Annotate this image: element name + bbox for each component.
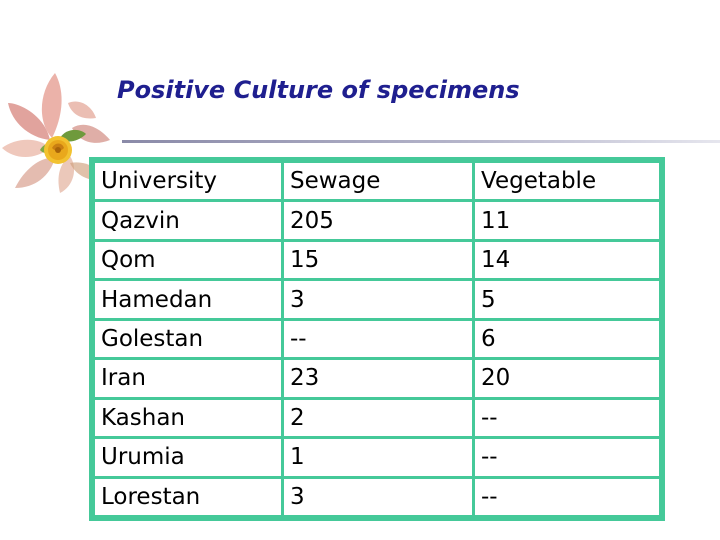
header-vegetable: Vegetable	[475, 163, 659, 200]
cell-university: Iran	[95, 360, 281, 397]
cell-vegetable: 6	[475, 320, 659, 358]
cell-university: Qazvin	[95, 202, 281, 239]
cell-sewage: 15	[284, 241, 472, 279]
cell-sewage: 3	[284, 281, 472, 318]
cell-vegetable: 11	[475, 202, 659, 239]
cell-sewage: --	[284, 320, 472, 358]
cell-university: Urumia	[95, 439, 281, 476]
cell-university: Hamedan	[95, 281, 281, 318]
rose-flower-icon	[2, 73, 110, 193]
cell-vegetable: --	[475, 478, 659, 515]
table-header-row: University Sewage Vegetable	[95, 163, 659, 200]
cell-sewage: 3	[284, 478, 472, 515]
header-sewage: Sewage	[284, 163, 472, 200]
cell-sewage: 2	[284, 399, 472, 437]
culture-table-grid: University Sewage Vegetable Qazvin 205 1…	[92, 160, 662, 518]
cell-university: Lorestan	[95, 478, 281, 515]
cell-vegetable: --	[475, 439, 659, 476]
table-row: Kashan 2 --	[95, 399, 659, 437]
cell-vegetable: --	[475, 399, 659, 437]
cell-university: Kashan	[95, 399, 281, 437]
cell-vegetable: 20	[475, 360, 659, 397]
table-row: Qom 15 14	[95, 241, 659, 279]
header-university: University	[95, 163, 281, 200]
slide-title: Positive Culture of specimens	[117, 76, 520, 104]
table-row: Urumia 1 --	[95, 439, 659, 476]
cell-sewage: 23	[284, 360, 472, 397]
cell-university: Qom	[95, 241, 281, 279]
table-row: Qazvin 205 11	[95, 202, 659, 239]
table-row: Hamedan 3 5	[95, 281, 659, 318]
table-row: Golestan -- 6	[95, 320, 659, 358]
culture-table: University Sewage Vegetable Qazvin 205 1…	[89, 157, 665, 521]
title-divider	[122, 140, 720, 143]
cell-university: Golestan	[95, 320, 281, 358]
cell-sewage: 1	[284, 439, 472, 476]
table-row: Iran 23 20	[95, 360, 659, 397]
table-row: Lorestan 3 --	[95, 478, 659, 515]
cell-vegetable: 14	[475, 241, 659, 279]
cell-vegetable: 5	[475, 281, 659, 318]
cell-sewage: 205	[284, 202, 472, 239]
